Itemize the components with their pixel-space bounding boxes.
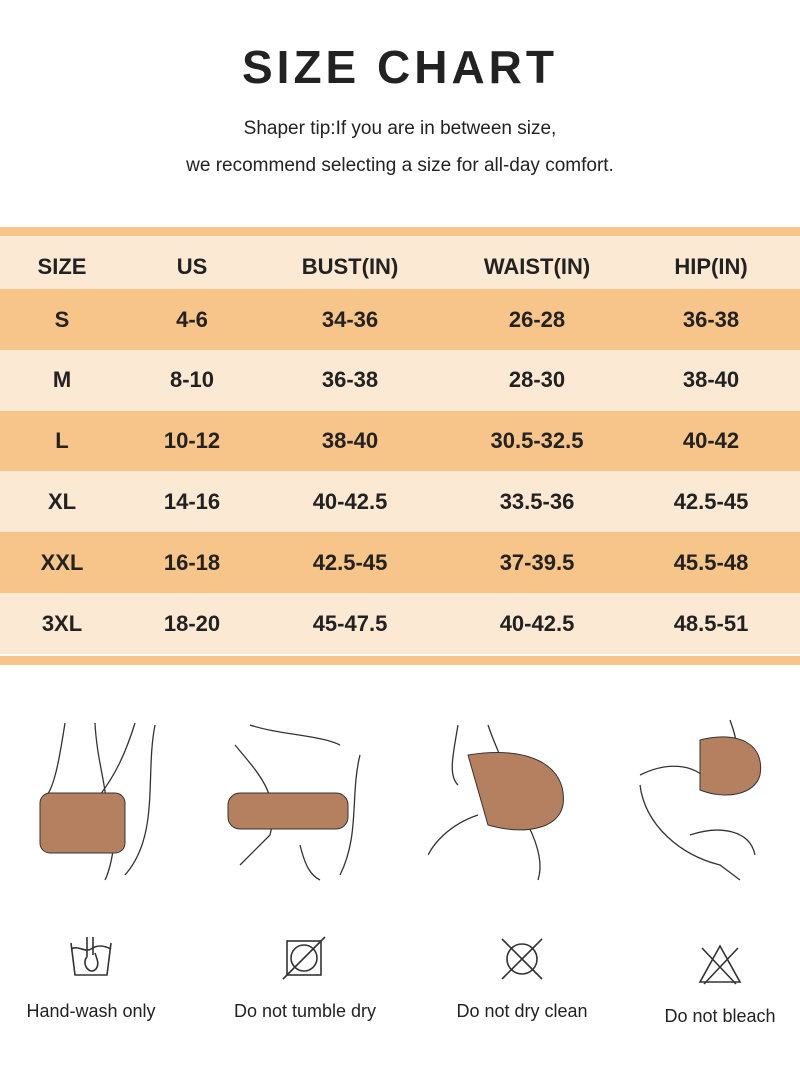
table-cell: 40-42.5 — [499, 610, 575, 636]
table-cell: SIZE — [37, 253, 87, 279]
table-bottom-band — [0, 656, 800, 665]
table-cell: 38-40 — [321, 428, 379, 454]
table-cell: HIP(IN) — [674, 253, 748, 279]
table-cell: 42.5-45 — [673, 488, 749, 514]
table-cell: 16-18 — [163, 549, 221, 575]
table-cell: 28-30 — [508, 367, 566, 393]
table-cell: 10-12 — [163, 428, 221, 454]
table-cell: 18-20 — [163, 610, 221, 636]
putting-on-illustration-1 — [39, 722, 156, 881]
no-tumble-dry-icon — [282, 936, 326, 980]
table-cell: 33.5-36 — [499, 488, 575, 514]
care-label: Hand-wash only — [26, 1001, 156, 1021]
table-cell: XL — [47, 488, 77, 514]
table-cell: 45-47.5 — [312, 610, 388, 636]
putting-on-illustration-2 — [227, 724, 361, 881]
table-cell: XXL — [40, 549, 84, 575]
table-cell: 3XL — [41, 610, 83, 636]
table-cell: M — [52, 367, 72, 393]
table-cell: 40-42.5 — [312, 488, 388, 514]
shaper-tip-line1: Shaper tip:If you are in between size, — [243, 118, 557, 139]
table-header-row: SIZE US BUST(IN) WAIST(IN) HIP(IN) — [0, 236, 800, 297]
table-cell: 36-38 — [682, 306, 740, 332]
table-cell: 37-39.5 — [499, 549, 575, 575]
care-label: Do not dry clean — [456, 1001, 588, 1021]
no-dry-clean-icon — [501, 938, 543, 980]
table-cell: L — [55, 428, 69, 454]
table-cell: 40-42 — [682, 428, 740, 454]
table-cell: US — [176, 253, 208, 279]
table-cell: 14-16 — [163, 488, 221, 514]
care-instruction: Do not tumble dry — [205, 935, 405, 1022]
care-instruction: Do not bleach — [620, 940, 800, 1027]
table-cell: S — [54, 306, 70, 332]
table-cell: 45.5-48 — [673, 549, 749, 575]
table-cell: 42.5-45 — [312, 549, 388, 575]
table-row: 3XL 18-20 45-47.5 40-42.5 48.5-51 — [0, 593, 800, 654]
care-label: Do not bleach — [664, 1006, 776, 1026]
table-row: M 8-10 36-38 28-30 38-40 — [0, 349, 800, 411]
table-cell: 8-10 — [169, 367, 215, 393]
table-cell: 30.5-32.5 — [490, 428, 584, 454]
table-cell: 4-6 — [176, 306, 208, 332]
care-instruction: Hand-wash only — [0, 935, 191, 1022]
table-cell: 34-36 — [321, 306, 379, 332]
table-row: XXL 16-18 42.5-45 37-39.5 45.5-48 — [0, 532, 800, 594]
table-cell: 36-38 — [321, 367, 379, 393]
table-cell: BUST(IN) — [301, 253, 399, 279]
hand-wash-icon — [70, 937, 112, 976]
care-label: Do not tumble dry — [233, 1001, 377, 1021]
no-bleach-icon — [698, 944, 742, 985]
table-row: S 4-6 34-36 26-28 36-38 — [0, 289, 800, 350]
table-cell: 26-28 — [508, 306, 566, 332]
shaper-tip-line2: we recommend selecting a size for all-da… — [186, 155, 614, 176]
table-top-band — [0, 227, 800, 236]
table-cell: WAIST(IN) — [483, 253, 591, 279]
putting-on-illustration-3 — [428, 724, 564, 881]
table-cell: 48.5-51 — [673, 610, 749, 636]
care-instruction: Do not dry clean — [422, 935, 622, 1022]
putting-on-illustration-4 — [639, 719, 762, 881]
table-row: XL 14-16 40-42.5 33.5-36 42.5-45 — [0, 471, 800, 533]
page-title: SIZE CHART — [242, 41, 558, 93]
table-row: L 10-12 38-40 30.5-32.5 40-42 — [0, 410, 800, 472]
table-cell: 38-40 — [682, 367, 740, 393]
